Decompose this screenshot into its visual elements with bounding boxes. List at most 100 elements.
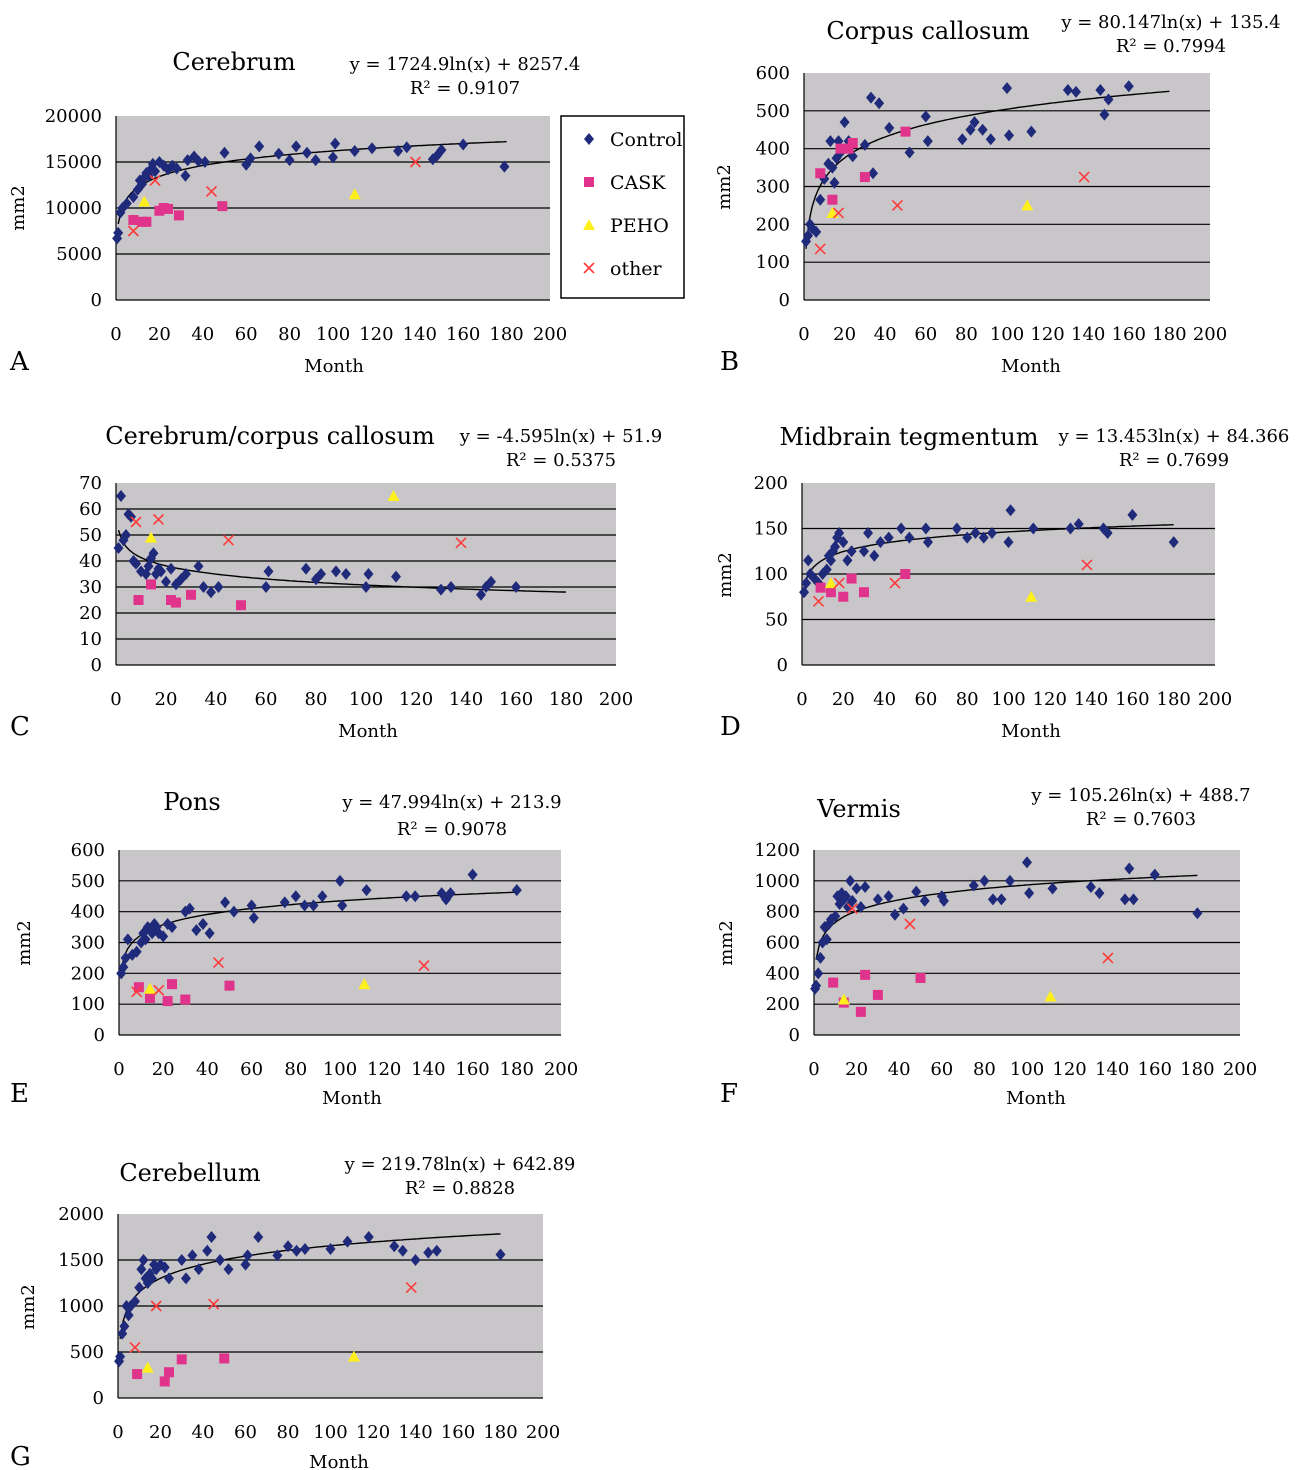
y-tick-label: 100 [71,994,105,1015]
data-point-cask [835,143,846,154]
data-point-control [838,536,849,549]
panel-letter: D [720,712,741,742]
x-tick-label: 160 [1112,324,1146,345]
x-tick-label: 140 [398,1422,432,1443]
data-point-peho [145,531,157,543]
data-point-other [833,577,845,589]
chart-panel-d: 0 50 100 150 200 0 20 40 60 80 100 120 140 160 180 200 M… [715,423,1289,742]
data-point-other [832,207,845,219]
x-tick-label: 0 [110,324,121,345]
r-squared-label: R² = 0.7994 [1116,36,1226,57]
data-point-control [1071,85,1082,98]
data-point-control [128,190,139,203]
data-point-control [821,563,832,576]
chart-title: Corpus callosum [826,17,1029,45]
data-point-control [920,522,931,535]
data-point-control [815,951,826,964]
chart-title: Midbrain tegmentum [779,423,1038,451]
data-point-peho [138,195,151,207]
x-axis-label: Month [309,1452,369,1470]
data-point-control [486,575,496,588]
x-tick-label: 80 [973,1059,996,1080]
data-point-control [228,905,239,918]
x-tick-label: 40 [196,1059,219,1080]
chart-panel-e: 0 100 200 300 400 500 600 0 20 40 60 80 100 120 140 160… [10,788,578,1109]
data-point-control [164,1272,174,1285]
chart-panel-c: 0 10 20 30 40 50 60 70 0 20 40 60 80 100 120 140 160 180 2… [10,422,662,742]
data-point-control [863,527,874,540]
x-tick-label: 60 [235,324,258,345]
data-point-other [149,174,161,186]
data-point-control [811,225,822,238]
data-point-cask [859,172,870,183]
data-point-cask [133,595,144,605]
x-tick-label: 40 [205,689,228,710]
data-point-control [191,924,202,937]
x-axis-label: Month [1001,721,1061,742]
r-squared-label: R² = 0.9078 [397,819,507,840]
y-tick-label: 2000 [58,1204,104,1225]
x-tick-label: 80 [278,324,301,345]
y-tick-label: 0 [789,1025,800,1046]
data-point-control [446,581,456,593]
data-point-control [845,874,856,887]
y-tick-label: 1500 [58,1250,104,1271]
data-point-cask [217,201,228,212]
regression-equation: y = 219.78ln(x) + 642.89 [344,1154,576,1175]
data-point-control [884,121,895,134]
panel-letter: G [10,1442,31,1470]
data-point-cask [900,569,911,579]
x-tick-label: 20 [148,324,171,345]
x-axis-label: Month [322,1088,382,1109]
data-point-control [962,531,973,544]
y-tick-label: 1000 [58,1296,104,1317]
data-point-peho [837,993,850,1005]
data-point-cask [186,589,196,600]
data-point-control [342,1235,353,1248]
y-axis-label: mm2 [8,185,29,231]
data-point-control [847,894,858,907]
x-tick-label: 120 [367,1059,401,1080]
x-tick-label: 60 [914,689,937,710]
data-point-control [300,1242,310,1255]
data-point-control [291,140,302,153]
data-point-control [1005,504,1016,517]
x-tick-label: 160 [446,324,480,345]
data-point-control [1026,125,1037,138]
y-tick-label: 1200 [754,840,800,861]
data-point-cask [827,194,838,205]
data-point-other [418,960,430,972]
data-point-control [263,565,274,578]
data-point-peho [824,577,837,589]
data-point-control [349,144,360,157]
data-point-other [1102,952,1114,964]
chart-title: Pons [163,788,220,816]
data-point-other [846,903,858,915]
data-point-control [391,570,401,583]
data-point-control [872,893,883,906]
x-tick-label: 100 [323,1059,357,1080]
data-point-control [922,536,933,549]
data-point-control [120,951,131,964]
y-tick-label: 800 [766,902,800,923]
data-point-control [821,933,832,946]
x-tick-label: 180 [489,324,523,345]
data-point-cask [236,600,246,611]
data-point-cask [164,1367,174,1378]
data-point-control [883,531,894,544]
y-tick-label: 200 [754,473,788,494]
data-point-control [116,490,126,502]
data-point-control [202,1244,213,1257]
data-point-control [123,1309,134,1322]
y-tick-label: 500 [756,101,790,122]
y-tick-label: 10000 [45,198,102,219]
data-point-cask [815,168,826,179]
y-tick-label: 500 [70,1342,104,1363]
data-point-cask [219,1353,230,1364]
data-point-control [1065,522,1076,535]
r-squared-label: R² = 0.5375 [506,450,616,471]
data-point-control [401,141,412,154]
data-point-peho [1044,990,1057,1002]
data-point-control [1094,887,1105,900]
data-point-control [118,961,129,974]
